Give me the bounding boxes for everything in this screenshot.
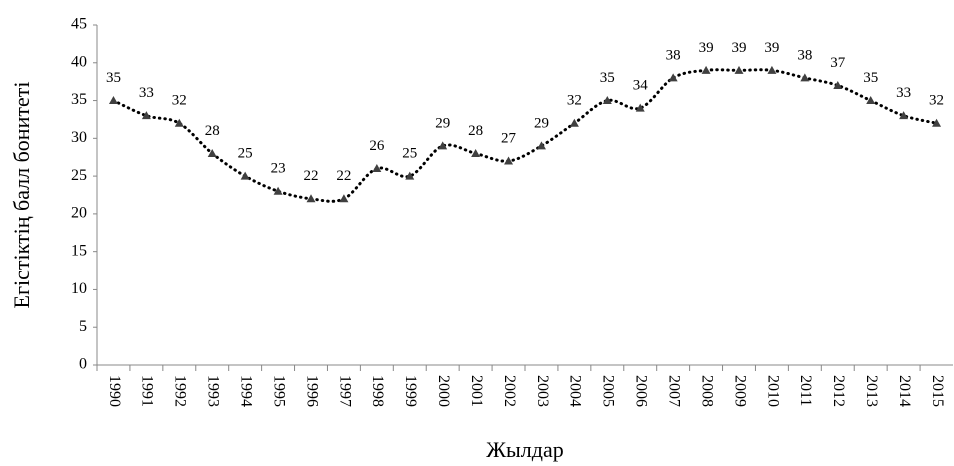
data-label: 22: [336, 168, 351, 184]
x-tick-label: 2004: [567, 375, 584, 407]
x-tick-label: 1995: [270, 375, 287, 407]
marker: [207, 148, 217, 157]
data-label: 23: [271, 161, 286, 177]
data-label: 33: [139, 85, 154, 101]
x-tick-label: 2012: [830, 375, 847, 407]
marker: [668, 73, 678, 82]
marker: [372, 164, 382, 173]
marker: [339, 194, 349, 203]
x-tick-label: 1991: [139, 375, 156, 407]
data-label: 39: [699, 40, 714, 56]
y-tick-label: 0: [79, 356, 87, 373]
data-label: 27: [501, 130, 517, 146]
x-tick-label: 1990: [106, 375, 123, 407]
x-tick-label: 1999: [402, 375, 419, 407]
x-tick-label: 2006: [633, 375, 650, 407]
x-tick-label: 2010: [764, 375, 781, 407]
x-tick-label: 2014: [896, 375, 913, 407]
x-tick-label: 2008: [698, 375, 715, 407]
data-label: 22: [304, 168, 319, 184]
marker: [635, 103, 645, 112]
data-label: 39: [764, 40, 779, 56]
marker: [504, 156, 514, 165]
data-label: 32: [567, 93, 582, 109]
data-label: 32: [929, 93, 944, 109]
marker: [273, 186, 283, 195]
x-tick-label: 2011: [797, 375, 814, 406]
x-tick-label: 1994: [237, 375, 254, 407]
x-tick-label: 1998: [369, 375, 386, 407]
marker: [602, 96, 612, 105]
data-label: 28: [205, 123, 220, 139]
marker: [141, 111, 151, 120]
data-label: 38: [666, 47, 681, 63]
y-tick-label: 30: [71, 129, 87, 146]
y-axis-label: Егістіктің балл бонитеті: [9, 82, 34, 309]
data-label: 37: [830, 55, 846, 71]
y-tick-label: 45: [71, 16, 87, 33]
marker: [569, 118, 579, 127]
data-label: 26: [369, 138, 385, 154]
marker: [306, 194, 316, 203]
marker: [932, 118, 942, 127]
x-tick-label: 1993: [205, 375, 222, 407]
line: [111, 68, 939, 203]
data-label: 33: [896, 85, 911, 101]
x-tick-label: 1997: [336, 375, 353, 407]
y-tick-label: 40: [71, 53, 87, 70]
marker: [833, 80, 843, 89]
data-label: 39: [732, 40, 747, 56]
data-label: 25: [402, 146, 417, 162]
x-tick-label: 2000: [435, 375, 452, 407]
x-tick-label: 2015: [929, 375, 946, 407]
y-tick-label: 35: [71, 91, 87, 108]
x-tick-label: 2007: [665, 375, 682, 407]
marker: [866, 96, 876, 105]
x-tick-label: 2013: [863, 375, 880, 407]
data-label: 38: [797, 47, 812, 63]
data-label: 35: [863, 70, 878, 86]
data-label: 25: [238, 146, 253, 162]
y-tick-label: 15: [71, 242, 87, 259]
marker: [767, 65, 777, 74]
marker: [800, 73, 810, 82]
marker: [405, 171, 415, 180]
marker: [108, 96, 118, 105]
marker: [471, 148, 481, 157]
x-tick-label: 2001: [468, 375, 485, 407]
x-tick-label: 1992: [172, 375, 189, 407]
y-tick-label: 10: [71, 280, 87, 297]
x-axis-label: Жылдар: [486, 437, 563, 462]
data-label: 35: [106, 70, 121, 86]
y-tick-label: 5: [79, 318, 87, 335]
data-label: 29: [435, 115, 450, 131]
marker: [240, 171, 250, 180]
data-label: 28: [468, 123, 483, 139]
marker: [174, 118, 184, 127]
y-tick-label: 25: [71, 167, 87, 184]
data-label: 32: [172, 93, 187, 109]
marker: [536, 141, 546, 150]
data-label: 29: [534, 115, 549, 131]
marker: [701, 65, 711, 74]
x-tick-label: 2002: [501, 375, 518, 407]
data-label: 35: [600, 70, 615, 86]
x-tick-label: 2005: [600, 375, 617, 407]
marker: [899, 111, 909, 120]
y-tick-label: 20: [71, 205, 87, 222]
x-tick-label: 2003: [534, 375, 551, 407]
x-tick-label: 2009: [731, 375, 748, 407]
x-tick-label: 1996: [303, 375, 320, 407]
marker: [734, 65, 744, 74]
marker: [438, 141, 448, 150]
data-label: 34: [633, 78, 649, 94]
